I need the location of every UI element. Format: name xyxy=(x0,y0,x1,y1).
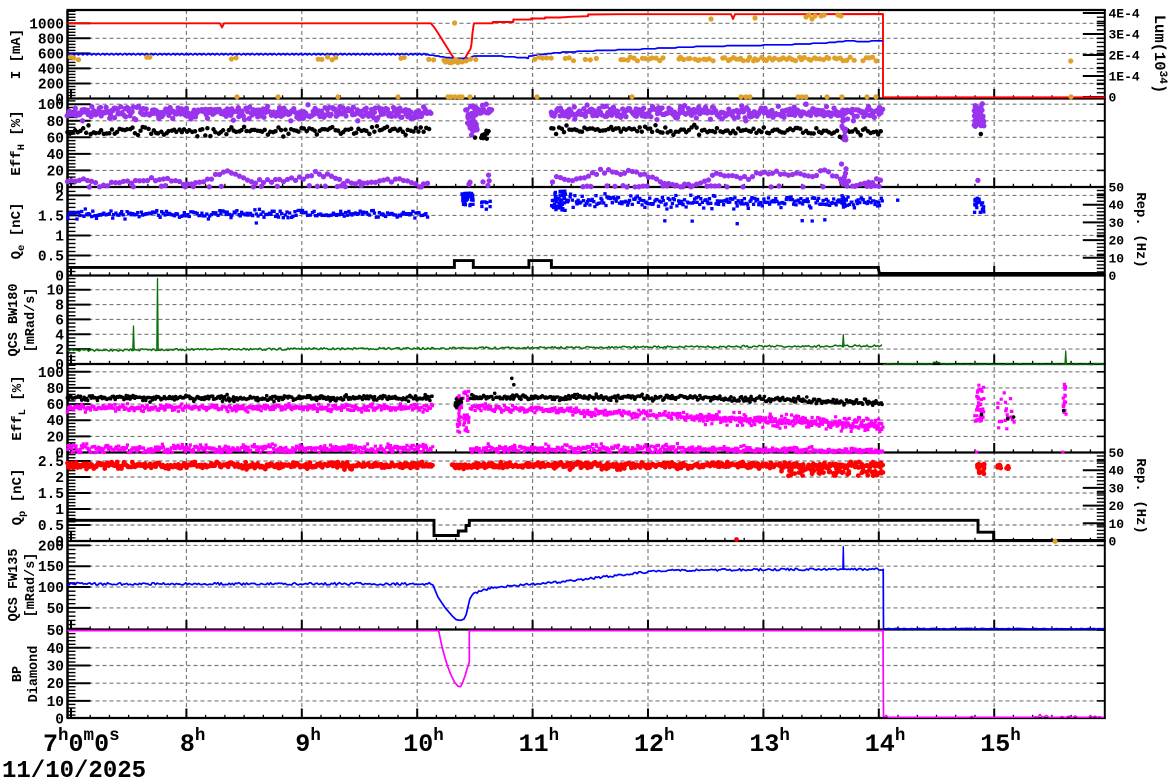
svg-text:I [mA]: I [mA] xyxy=(9,29,25,79)
svg-text:50: 50 xyxy=(1109,446,1125,461)
svg-text:[mRad/s]: [mRad/s] xyxy=(24,553,39,618)
svg-text:Diamond: Diamond xyxy=(27,646,42,703)
svg-text:1E-4: 1E-4 xyxy=(1109,70,1140,85)
svg-text:8: 8 xyxy=(55,299,64,315)
svg-text:Qp [nC]: Qp [nC] xyxy=(10,469,29,526)
svg-text:0: 0 xyxy=(55,447,64,463)
svg-text:Lum(1034): Lum(1034) xyxy=(1150,15,1168,94)
svg-text:80: 80 xyxy=(47,382,64,398)
svg-text:Rep. (Hz): Rep. (Hz) xyxy=(1132,458,1148,534)
svg-text:40: 40 xyxy=(1109,464,1125,479)
svg-text:20: 20 xyxy=(47,430,64,446)
svg-text:30: 30 xyxy=(1109,481,1125,496)
svg-text:7h0m0s: 7h0m0s xyxy=(43,726,120,759)
svg-text:30: 30 xyxy=(47,660,64,676)
svg-text:20: 20 xyxy=(1109,234,1125,249)
svg-text:EffL [%]: EffL [%] xyxy=(10,375,29,440)
svg-text:200: 200 xyxy=(38,78,64,94)
svg-text:600: 600 xyxy=(38,47,64,63)
svg-text:2.5: 2.5 xyxy=(38,455,64,471)
svg-text:0: 0 xyxy=(55,270,64,286)
svg-text:1: 1 xyxy=(55,503,64,519)
svg-text:4E-4: 4E-4 xyxy=(1109,7,1140,22)
svg-text:30: 30 xyxy=(1109,216,1125,231)
svg-text:0: 0 xyxy=(55,535,64,551)
svg-text:20: 20 xyxy=(47,677,64,693)
svg-text:1.5: 1.5 xyxy=(38,487,64,503)
svg-text:QCS FW135: QCS FW135 xyxy=(7,549,22,622)
svg-text:0.5: 0.5 xyxy=(38,250,64,266)
svg-text:40: 40 xyxy=(47,642,64,658)
svg-text:0: 0 xyxy=(1109,91,1117,106)
svg-text:40: 40 xyxy=(1109,198,1125,213)
svg-text:1.5: 1.5 xyxy=(38,209,64,225)
svg-text:2: 2 xyxy=(55,189,64,205)
svg-text:0: 0 xyxy=(55,181,64,197)
svg-text:10: 10 xyxy=(1109,517,1125,532)
svg-text:3E-4: 3E-4 xyxy=(1109,28,1140,43)
svg-text:EffH [%]: EffH [%] xyxy=(9,110,28,175)
svg-text:0: 0 xyxy=(1109,535,1117,550)
svg-text:0: 0 xyxy=(55,358,64,374)
svg-text:400: 400 xyxy=(38,62,64,78)
svg-text:800: 800 xyxy=(38,32,64,48)
svg-text:2E-4: 2E-4 xyxy=(1109,49,1140,64)
svg-text:2: 2 xyxy=(55,343,64,359)
svg-text:0: 0 xyxy=(1109,269,1117,284)
svg-text:1000: 1000 xyxy=(29,17,64,33)
svg-text:10: 10 xyxy=(1109,251,1125,266)
svg-text:0: 0 xyxy=(55,93,64,109)
svg-text:20: 20 xyxy=(47,164,64,180)
svg-text:50: 50 xyxy=(47,624,64,640)
svg-text:11/10/2025: 11/10/2025 xyxy=(2,758,146,782)
svg-text:1: 1 xyxy=(55,229,64,245)
svg-text:80: 80 xyxy=(47,115,64,131)
svg-text:100: 100 xyxy=(38,581,64,597)
svg-text:100: 100 xyxy=(38,366,64,382)
svg-text:QCS BW180: QCS BW180 xyxy=(7,284,22,357)
svg-text:10: 10 xyxy=(47,284,64,300)
svg-text:0: 0 xyxy=(55,713,64,729)
svg-text:Qe [nC]: Qe [nC] xyxy=(9,203,28,260)
svg-text:50: 50 xyxy=(1109,181,1125,196)
svg-text:50: 50 xyxy=(47,602,64,618)
svg-text:BP: BP xyxy=(11,666,26,682)
svg-text:6: 6 xyxy=(55,313,64,329)
svg-text:0.5: 0.5 xyxy=(38,519,64,535)
svg-text:60: 60 xyxy=(47,131,64,147)
svg-text:[mRad/s]: [mRad/s] xyxy=(24,288,39,353)
svg-text:Rep. (Hz): Rep. (Hz) xyxy=(1132,192,1148,268)
svg-text:40: 40 xyxy=(47,414,64,430)
svg-text:2: 2 xyxy=(55,471,64,487)
svg-text:40: 40 xyxy=(47,148,64,164)
svg-text:20: 20 xyxy=(1109,499,1125,514)
svg-text:150: 150 xyxy=(38,560,64,576)
svg-text:4: 4 xyxy=(55,328,64,344)
svg-text:10: 10 xyxy=(47,695,64,711)
svg-text:100: 100 xyxy=(38,98,64,114)
svg-text:60: 60 xyxy=(47,398,64,414)
svg-text:200: 200 xyxy=(38,539,64,555)
